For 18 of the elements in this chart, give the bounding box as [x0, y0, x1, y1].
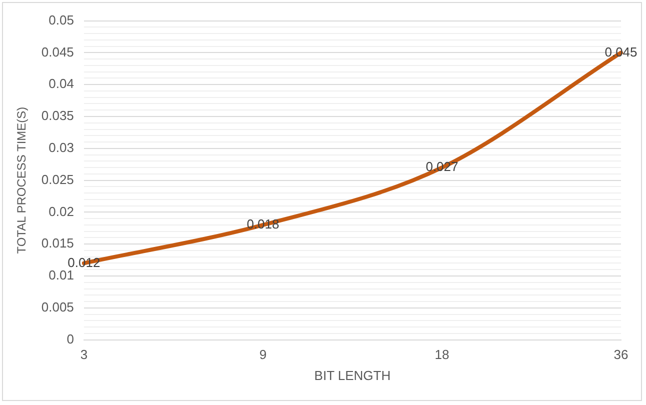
y-tick-label: 0.015: [41, 236, 74, 251]
x-tick-label: 9: [259, 347, 267, 362]
y-axis-title: TOTAL PROCESS TIME(S): [14, 106, 29, 254]
y-tick-label: 0.02: [48, 204, 74, 219]
y-tick-label: 0.005: [41, 299, 74, 314]
y-tick-label: 0.04: [48, 76, 74, 92]
x-tick-label: 3: [80, 347, 88, 362]
x-axis-title: BIT LENGTH: [314, 368, 391, 383]
y-tick-label: 0.01: [48, 268, 74, 283]
y-tick-label: 0.045: [41, 44, 74, 60]
y-tick-label: 0.035: [41, 108, 74, 124]
x-tick-label: 18: [434, 347, 450, 362]
data-label: 0.045: [604, 44, 638, 60]
y-tick-label: 0: [66, 331, 74, 346]
y-tick-label: 0.03: [48, 140, 74, 155]
x-tick-label: 36: [614, 347, 628, 362]
y-tick-label: 0.05: [48, 12, 74, 28]
y-tick-label: 0.025: [41, 172, 74, 187]
